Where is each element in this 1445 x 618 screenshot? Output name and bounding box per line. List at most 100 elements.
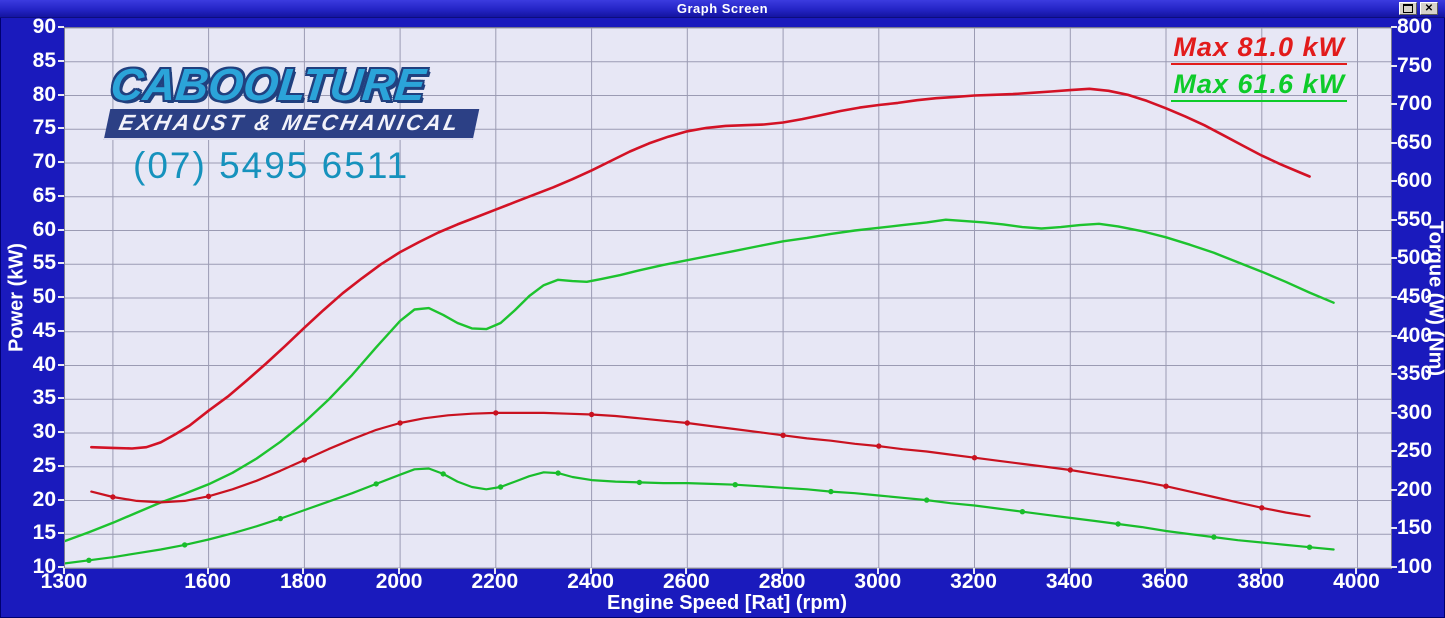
data-point-torque-run-green	[828, 488, 834, 495]
data-point-torque-run-red	[1067, 467, 1073, 473]
x-tick	[493, 568, 496, 574]
dyno-chart	[65, 28, 1391, 568]
y-right-tick-label: 450	[1397, 285, 1433, 308]
series-power-run-green	[65, 218, 1335, 543]
title-bar[interactable]: Graph Screen ✕	[0, 0, 1445, 18]
y-right-tick	[1391, 566, 1397, 568]
y-left-tick-label: 25	[32, 453, 56, 477]
data-point-torque-run-red	[1163, 483, 1169, 489]
window-controls: ✕	[1399, 2, 1438, 15]
data-point-torque-run-green	[373, 481, 379, 487]
x-tick-label: 2200	[471, 570, 519, 593]
y-right-tick-label: 350	[1397, 362, 1433, 386]
data-point-torque-run-red	[397, 420, 403, 426]
x-tick-label: 3200	[950, 570, 997, 593]
y-left-tick	[58, 329, 64, 332]
x-tick	[1164, 568, 1166, 574]
y-right-tick	[1391, 64, 1397, 67]
data-point-torque-run-green	[924, 497, 930, 503]
x-tick-label: 2000	[375, 570, 423, 593]
data-point-torque-run-red	[1259, 505, 1265, 511]
y-right-tick-label: 600	[1397, 169, 1433, 193]
x-tick	[876, 568, 879, 574]
x-tick	[206, 568, 209, 574]
data-point-torque-run-red	[876, 443, 882, 449]
data-point-torque-run-green	[277, 515, 284, 522]
y-left-tick-label: 80	[32, 82, 56, 106]
y-left-tick-label: 90	[32, 15, 56, 38]
data-point-torque-run-green	[636, 479, 643, 486]
data-point-torque-run-green	[1211, 534, 1217, 540]
y-left-tick	[58, 161, 64, 163]
plot-area: CABOOLTURE EXHAUST & MECHANICAL (07) 549…	[64, 27, 1392, 569]
y-right-tick	[1391, 373, 1397, 376]
y-left-tick	[58, 532, 64, 535]
y-right-tick	[1391, 257, 1397, 260]
y-left-tick-label: 75	[32, 116, 56, 140]
data-point-torque-run-green	[86, 557, 92, 563]
y-right-tick-label: 800	[1397, 15, 1433, 38]
y-right-tick-label: 650	[1397, 130, 1433, 154]
close-button[interactable]: ✕	[1420, 2, 1438, 15]
data-point-torque-run-red	[588, 411, 595, 418]
y-right-tick	[1391, 218, 1397, 221]
y-right-tick	[1391, 411, 1397, 414]
y-right-tick-label: 300	[1397, 400, 1433, 424]
y-left-tick	[58, 296, 64, 298]
x-tick-label: 3600	[1141, 570, 1189, 593]
y-right-tick-label: 750	[1397, 53, 1433, 77]
y-left-tick	[58, 127, 64, 130]
y-left-tick-label: 60	[32, 217, 56, 241]
y-left-tick-label: 55	[32, 251, 56, 275]
data-point-torque-run-green	[1019, 509, 1026, 515]
data-point-torque-run-red	[301, 457, 308, 463]
branding-block: CABOOLTURE EXHAUST & MECHANICAL (07) 549…	[103, 59, 480, 186]
x-tick	[398, 568, 401, 574]
y-left-tick	[58, 566, 64, 568]
y-left-tick	[58, 464, 64, 467]
y-right-tick-label: 200	[1397, 477, 1433, 501]
data-point-torque-run-green	[1115, 521, 1121, 527]
y-right-tick-label: 100	[1397, 555, 1433, 578]
legend-max-power-red: Max 81.0 kW	[1171, 33, 1347, 65]
data-point-torque-run-green	[182, 542, 188, 548]
x-tick	[972, 568, 975, 574]
y-left-tick-label: 35	[32, 386, 56, 410]
y-left-tick	[58, 194, 64, 197]
data-point-torque-run-red	[684, 420, 690, 426]
close-icon: ✕	[1424, 2, 1434, 14]
restore-button[interactable]	[1399, 2, 1417, 15]
x-tick	[1355, 568, 1358, 574]
y-left-tick	[58, 26, 64, 28]
data-point-torque-run-red	[971, 455, 978, 461]
y-left-tick-label: 85	[32, 48, 56, 72]
y-left-tick-label: 15	[32, 521, 56, 545]
y-right-tick	[1391, 450, 1397, 453]
x-tick-label: 4000	[1333, 570, 1380, 593]
x-tick	[302, 568, 305, 574]
y-right-tick	[1391, 334, 1397, 337]
x-tick-label: 2800	[758, 570, 806, 593]
data-point-torque-run-green	[497, 484, 504, 490]
x-tick-label: 3000	[854, 570, 902, 593]
x-axis-title: Engine Speed [Rat] (rpm)	[606, 592, 847, 614]
y-left-tick-label: 20	[32, 487, 56, 511]
y-right-tick-label: 700	[1397, 92, 1433, 116]
x-tick	[1068, 568, 1071, 574]
y-right-tick	[1391, 527, 1397, 530]
x-tick	[589, 568, 592, 574]
data-point-torque-run-red	[493, 410, 499, 416]
y-right-tick	[1391, 141, 1397, 144]
data-point-torque-run-green	[555, 470, 561, 476]
series-power-run-red	[89, 87, 1311, 450]
brand-phone: (07) 5495 6511	[133, 145, 410, 186]
y-left-tick-label: 65	[32, 183, 56, 207]
y-left-tick-label: 50	[32, 285, 56, 308]
y-left-tick-label: 30	[32, 420, 56, 443]
data-point-torque-run-red	[780, 432, 786, 438]
data-point-torque-run-green	[1306, 544, 1313, 550]
y-left-tick-label: 10	[32, 555, 56, 578]
y-left-tick	[58, 228, 64, 231]
brand-banner: EXHAUST & MECHANICAL	[103, 109, 480, 140]
